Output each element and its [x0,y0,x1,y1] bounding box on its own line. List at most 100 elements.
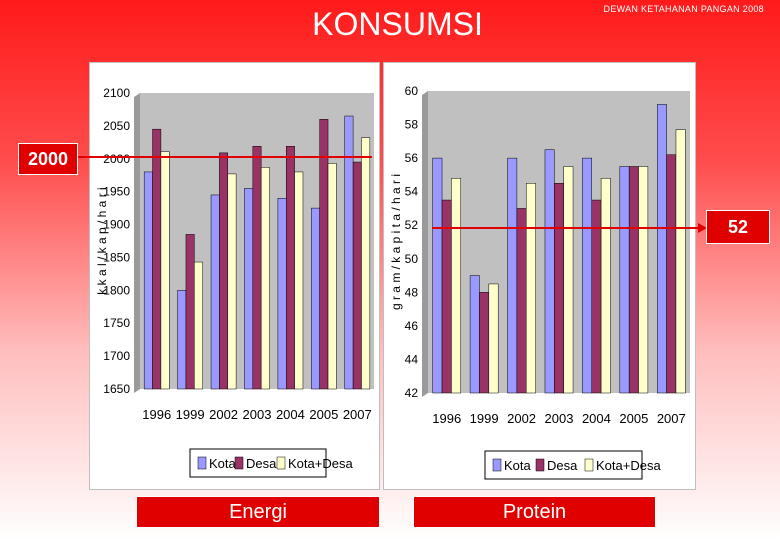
protein-xtick-label: 2003 [545,411,574,426]
energi-bar-kotadesa-2002 [227,173,237,390]
protein-ytick-label: 44 [405,352,419,366]
protein-xtick-label: 2005 [619,411,648,426]
protein-legend-swatch-kota [492,458,502,472]
protein-bar-kota-2005 [619,166,630,394]
protein-bar-desa-2007 [666,154,677,394]
protein-bar-desa-1999 [479,292,490,394]
protein-caption: Protein [413,496,656,528]
energi-ytick-label: 2000 [103,152,130,166]
protein-ytick-label: 46 [405,319,419,333]
energi-legend-swatch-kota [197,456,207,470]
energi-bar-kotadesa-2003 [260,167,270,390]
protein-bar-kotadesa-2002 [526,183,536,394]
protein-reference-label: 52 [706,210,770,244]
energi-y-axis-label: k k a l / k a p / h a r i [95,187,109,294]
protein-xtick-label: 2007 [657,411,686,426]
protein-bar-kotadesa-2005 [638,166,649,394]
energi-ytick-label: 2100 [103,86,130,100]
energi-legend-label-kotadesa: Kota+Desa [288,456,353,471]
slide-title: KONSUMSI [312,6,483,42]
energi-bar-kotadesa-2007 [361,137,371,390]
energi-reference-label: 2000 [18,143,78,175]
energi-bar-chart: 1650 1700 1750 1800 1850 1900 1950 2000 2050 2100… [95,86,374,478]
energi-ytick-label: 1650 [103,382,130,396]
energi-bar-desa-2007 [352,161,362,390]
protein-xtick-label: 1996 [432,411,461,426]
protein-bar-desa-2005 [628,166,639,394]
energi-ytick-label: 1900 [103,218,130,232]
protein-reference-arrowhead [698,223,707,233]
energi-bar-kota-2005 [311,207,320,390]
energi-bar-kotadesa-1999 [194,261,203,390]
protein-plot-wall [422,91,428,397]
energi-bar-kotadesa-1996 [160,151,170,390]
source-credit: DEWAN KETAHANAN PANGAN 2008 [603,4,764,14]
energi-bar-desa-2004 [286,146,295,390]
protein-ytick-label: 58 [405,118,419,132]
energi-chart-panel: 1650 1700 1750 1800 1850 1900 1950 2000 2050 2100… [89,62,380,490]
protein-bar-desa-2002 [516,208,527,394]
energi-bar-desa-2003 [252,146,262,390]
energi-ytick-label: 1800 [103,283,130,297]
energi-bar-kota-2004 [277,197,287,390]
energi-xtick-label: 1996 [142,407,171,422]
energi-xtick-label: 2003 [243,407,272,422]
energi-bar-desa-2005 [319,119,329,390]
energi-ytick-label: 1750 [103,316,130,330]
energi-bar-desa-1999 [185,234,195,390]
energi-legend-label-kota: Kota [209,456,237,471]
protein-bar-kota-2007 [657,104,667,394]
energi-bar-kota-2003 [244,188,254,390]
protein-ytick-label: 48 [405,285,419,299]
energi-ytick-label: 2050 [103,119,130,133]
protein-legend-label-kotadesa: Kota+Desa [596,458,661,473]
protein-ytick-label: 54 [405,185,419,199]
protein-bar-kota-1996 [432,157,443,394]
protein-xtick-label: 1999 [470,411,499,426]
protein-ytick-label: 50 [405,252,419,266]
energi-ytick-label: 1850 [103,250,130,264]
energi-bar-kota-1996 [143,171,153,390]
protein-bar-desa-2003 [554,183,564,394]
energi-ytick-label: 1700 [103,349,130,363]
protein-bar-kota-2002 [507,157,518,394]
protein-legend-swatch-kotadesa [584,458,594,472]
energi-reference-line [76,156,372,158]
protein-bar-kotadesa-2003 [563,166,574,394]
protein-bar-chart: 42 44 46 48 50 52 54 56 58 60 g r a m / k a p i t … [389,84,690,480]
energi-legend-box [189,448,327,478]
protein-bar-kotadesa-2004 [600,177,611,394]
energi-bar-desa-1996 [152,128,162,390]
protein-y-axis-label: g r a m / k a p i t a / h a r i [389,174,403,310]
energi-caption: Energi [136,496,380,528]
protein-ytick-label: 42 [405,386,419,400]
energi-xtick-label: 2004 [276,407,305,422]
energi-bar-kota-2002 [210,194,220,390]
protein-ytick-label: 52 [405,218,419,232]
energi-bar-kota-1999 [177,290,187,390]
energi-xtick-label: 2002 [209,407,238,422]
protein-legend-label-desa: Desa [547,458,578,473]
energi-ytick-label: 1950 [103,185,130,199]
protein-bar-kota-2003 [544,149,555,394]
energi-legend-label-desa: Desa [246,456,277,471]
energi-xtick-label: 2007 [343,407,372,422]
energi-xtick-label: 2005 [309,407,338,422]
protein-xtick-label: 2004 [582,411,611,426]
energi-bar-kotadesa-2004 [294,171,304,390]
protein-ytick-label: 56 [405,151,419,165]
energi-plot-wall [134,93,140,393]
energi-legend-swatch-desa [234,456,244,470]
energi-bar-desa-2002 [219,152,228,390]
protein-xtick-label: 2002 [507,411,536,426]
energi-legend-swatch-kotadesa [276,456,286,470]
protein-bar-kotadesa-1996 [451,177,462,394]
protein-legend-label-kota: Kota [504,458,532,473]
protein-bar-kotadesa-1999 [488,283,499,394]
protein-legend-box [484,450,643,480]
protein-bar-kota-1999 [469,275,480,394]
protein-chart-panel: 42 44 46 48 50 52 54 56 58 60 g r a m / k a p i t … [383,62,696,490]
energi-bar-kotadesa-2005 [327,163,337,390]
protein-reference-line [432,227,700,229]
protein-ytick-label: 60 [405,84,419,98]
